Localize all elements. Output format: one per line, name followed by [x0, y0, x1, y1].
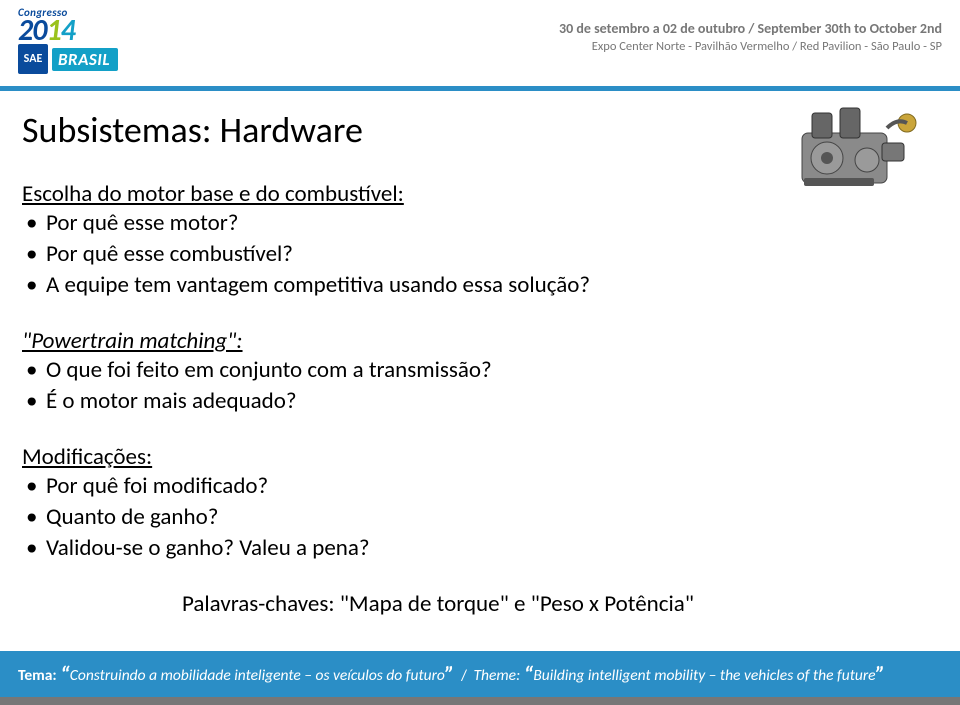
footer-theme-label: Theme:	[474, 666, 521, 685]
footer-sep: /	[461, 666, 467, 685]
section-2-heading: "Powertrain matching":	[22, 327, 938, 355]
footer-en-text: Building intelligent mobility – the vehi…	[533, 666, 875, 685]
sae-brasil-row: SAE BRASIL	[18, 44, 118, 74]
event-logo: Congresso 2014 SAE BRASIL	[18, 6, 118, 74]
year-band: 2014 SAE BRASIL	[18, 17, 118, 74]
quote-open-en: “	[524, 661, 534, 688]
section-1-bullets: Por quê esse motor? Por quê esse combust…	[22, 208, 938, 301]
slide-footer: Tema: “Construindo a mobilidade intelige…	[0, 642, 960, 705]
header-rule	[0, 86, 960, 91]
slide-header: Congresso 2014 SAE BRASIL 30 de setembro…	[0, 0, 960, 92]
section-3: Modificações: Por quê foi modificado? Qu…	[22, 443, 938, 564]
bullet-item: Por quê esse motor?	[22, 208, 938, 239]
footer-bottom-bar	[0, 697, 960, 705]
sae-square: SAE	[18, 44, 48, 74]
section-3-bullets: Por quê foi modificado? Quanto de ganho?…	[22, 471, 938, 564]
bullet-item: O que foi feito em conjunto com a transm…	[22, 355, 938, 386]
section-2-bullets: O que foi feito em conjunto com a transm…	[22, 355, 938, 417]
bullet-item: Validou-se o ganho? Valeu a pena?	[22, 533, 938, 564]
slide-body: Subsistemas: Hardware Escolha do motor b…	[22, 108, 938, 618]
section-2: "Powertrain matching": O que foi feito e…	[22, 327, 938, 417]
slide: Congresso 2014 SAE BRASIL 30 de setembro…	[0, 0, 960, 705]
footer-pt-text: Construindo a mobilidade inteligente – o…	[70, 666, 445, 685]
footer-tema-label: Tema:	[18, 666, 57, 685]
year-2014: 2014	[18, 17, 118, 44]
quote-open: “	[60, 661, 70, 688]
footer-band: Tema: “Construindo a mobilidade intelige…	[0, 651, 960, 697]
bullet-item: A equipe tem vantagem competitiva usando…	[22, 270, 938, 301]
quote-close-en: ”	[876, 661, 886, 688]
section-1-heading: Escolha do motor base e do combustível:	[22, 180, 938, 208]
brasil-box: BRASIL	[52, 48, 118, 71]
quote-close: ”	[445, 661, 455, 688]
bullet-item: Por quê foi modificado?	[22, 471, 938, 502]
header-right: 30 de setembro a 02 de outubro / Septemb…	[559, 20, 942, 54]
footer-text: Tema: “Construindo a mobilidade intelige…	[18, 661, 885, 688]
section-3-heading: Modificações:	[22, 443, 938, 471]
slide-title: Subsistemas: Hardware	[22, 108, 938, 152]
event-venue-line: Expo Center Norte - Pavilhão Vermelho / …	[559, 39, 942, 54]
keywords-line: Palavras-chaves: "Mapa de torque" e "Pes…	[22, 590, 938, 618]
bullet-item: Quanto de ganho?	[22, 502, 938, 533]
event-date-line: 30 de setembro a 02 de outubro / Septemb…	[559, 20, 942, 37]
bullet-item: Por quê esse combustível?	[22, 239, 938, 270]
bullet-item: É o motor mais adequado?	[22, 386, 938, 417]
section-1: Escolha do motor base e do combustível: …	[22, 180, 938, 301]
